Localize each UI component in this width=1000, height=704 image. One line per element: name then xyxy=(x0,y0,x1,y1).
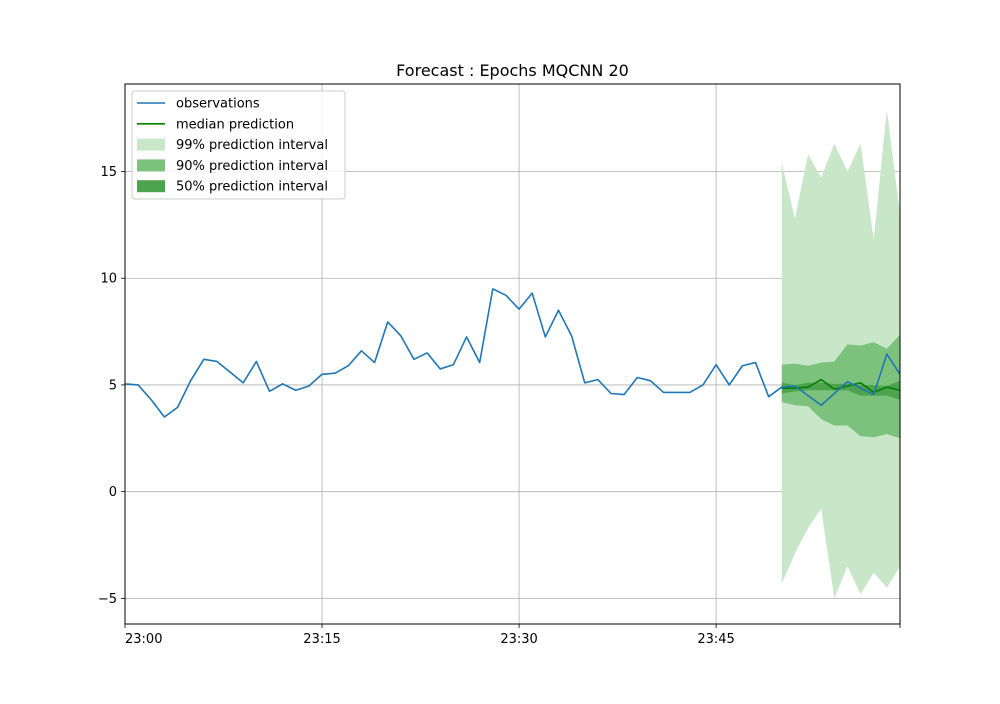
legend-label: 99% prediction interval xyxy=(176,138,328,153)
legend-label: 50% prediction interval xyxy=(176,180,328,195)
y-tick-label: 10 xyxy=(100,272,117,287)
legend-box xyxy=(131,90,346,200)
y-tick-label: 5 xyxy=(109,378,117,393)
x-tick-label: 23:15 xyxy=(303,632,340,647)
x-axis: 23:00 23:15 23:30 23:45 xyxy=(124,624,901,647)
x-tick-label: 23:30 xyxy=(500,632,537,647)
y-tick-label: −5 xyxy=(98,592,117,607)
prediction-bands xyxy=(781,109,900,599)
legend-swatch xyxy=(137,138,165,151)
legend-swatch xyxy=(137,180,165,193)
chart-title: Forecast : Epochs MQCNN 20 xyxy=(396,61,629,80)
legend-label: observations xyxy=(176,97,260,112)
y-tick-label: 15 xyxy=(100,165,117,180)
legend-swatch xyxy=(137,159,165,172)
plot-area-frame xyxy=(124,83,901,625)
legend-label: median prediction xyxy=(176,117,294,132)
legend: observations median prediction 99% predict… xyxy=(131,90,346,200)
y-axis: 15 10 5 0 −5 xyxy=(98,165,125,607)
x-tick-label: 23:00 xyxy=(125,632,162,647)
legend-label: 90% prediction interval xyxy=(176,159,328,174)
x-tick-label: 23:45 xyxy=(697,632,734,647)
observations-line xyxy=(124,288,901,418)
y-tick-label: 0 xyxy=(109,485,117,500)
series-lines xyxy=(124,288,901,418)
